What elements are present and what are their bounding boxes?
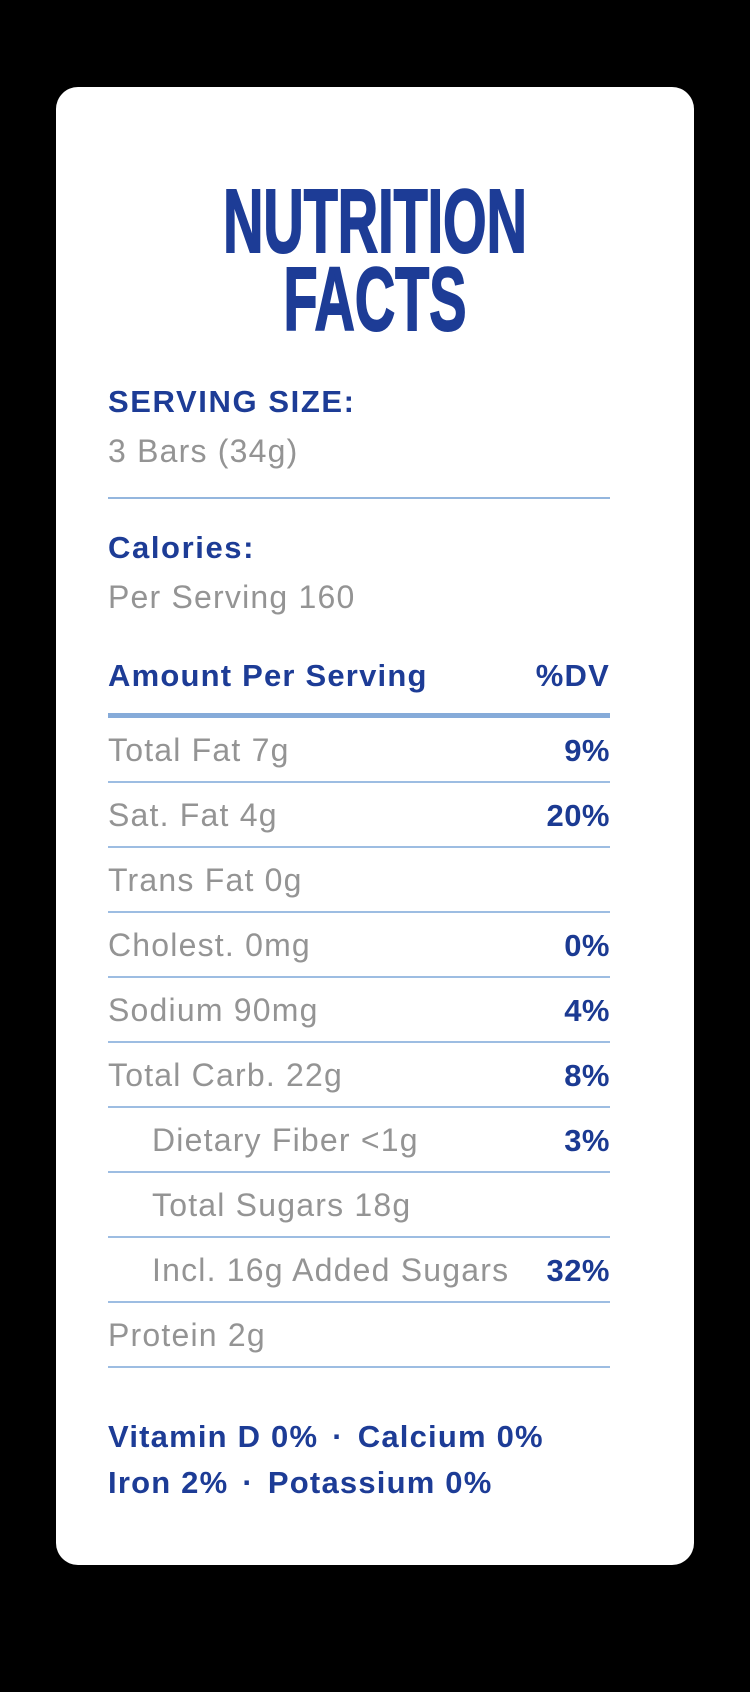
micronutrient-line-2: Iron 2% · Potassium 0% <box>108 1460 610 1506</box>
section-divider <box>108 497 610 499</box>
nutrition-facts-title: NUTRITION FACTS <box>56 172 694 350</box>
amount-per-serving-header: Amount Per Serving <box>108 658 428 693</box>
nutrient-value: 0% <box>564 928 610 963</box>
nutrient-label: Sat. Fat 4g <box>108 797 278 833</box>
nutrient-label: Total Sugars 18g <box>152 1187 412 1223</box>
title-line-2: FACTS <box>283 250 467 350</box>
nutrient-row-sat-fat: Sat. Fat 4g 20% <box>108 783 610 848</box>
nutrient-label: Incl. 16g Added Sugars <box>152 1252 510 1288</box>
iron-value: Iron 2% <box>108 1465 229 1500</box>
nutrient-row-total-sugars: Total Sugars 18g <box>108 1173 610 1238</box>
nutrient-row-cholesterol: Cholest. 0mg 0% <box>108 913 610 978</box>
nutrient-row-total-fat: Total Fat 7g 9% <box>108 718 610 783</box>
nutrient-value: 32% <box>546 1253 610 1288</box>
nutrient-label: Trans Fat 0g <box>108 862 303 898</box>
micronutrient-line-1: Vitamin D 0% · Calcium 0% <box>108 1414 610 1460</box>
table-header-rule <box>108 713 610 718</box>
nutrient-label: Cholest. 0mg <box>108 927 311 963</box>
nutrient-label: Total Fat 7g <box>108 732 290 768</box>
nutrient-row-trans-fat: Trans Fat 0g <box>108 848 610 913</box>
nutrient-row-dietary-fiber: Dietary Fiber <1g 3% <box>108 1108 610 1173</box>
calories-value: Per Serving 160 <box>108 579 356 615</box>
micronutrients-section: Vitamin D 0% · Calcium 0% Iron 2% · Potassiu… <box>108 1414 610 1506</box>
table-header: Amount Per Serving %DV <box>108 657 610 695</box>
nutrient-value: 9% <box>564 733 610 768</box>
nutrient-row-added-sugars: Incl. 16g Added Sugars 32% <box>108 1238 610 1303</box>
calories-label: Calories: <box>108 530 256 565</box>
serving-size-label: SERVING SIZE: <box>108 384 356 419</box>
nutrient-value: 20% <box>546 798 610 833</box>
dot-separator: · <box>332 1419 344 1454</box>
nutrient-label: Sodium 90mg <box>108 992 319 1028</box>
nutrient-value: 4% <box>564 993 610 1028</box>
nutrient-row-total-carb: Total Carb. 22g 8% <box>108 1043 610 1108</box>
percent-dv-header: %DV <box>535 658 610 693</box>
nutrient-label: Total Carb. 22g <box>108 1057 344 1093</box>
nutrient-row-protein: Protein 2g <box>108 1303 610 1368</box>
calories-section: Calories: Per Serving 160 <box>108 529 610 617</box>
dot-separator: · <box>242 1465 254 1500</box>
nutrient-row-sodium: Sodium 90mg 4% <box>108 978 610 1043</box>
label-content: SERVING SIZE: 3 Bars (34g) Calories: Per… <box>108 383 610 1506</box>
serving-size-section: SERVING SIZE: 3 Bars (34g) <box>108 383 610 471</box>
nutrient-value: 8% <box>564 1058 610 1093</box>
nutrient-value: 3% <box>564 1123 610 1158</box>
serving-size-value: 3 Bars (34g) <box>108 433 299 469</box>
nutrient-label: Protein 2g <box>108 1317 266 1353</box>
title-line-1: NUTRITION <box>222 172 527 272</box>
calcium-value: Calcium 0% <box>357 1419 544 1454</box>
nutrition-facts-card: NUTRITION FACTS SERVING SIZE: 3 Bars (34… <box>56 87 694 1565</box>
nutrient-label: Dietary Fiber <1g <box>152 1122 419 1158</box>
potassium-value: Potassium 0% <box>267 1465 493 1500</box>
vitamin-d-value: Vitamin D 0% <box>108 1419 319 1454</box>
